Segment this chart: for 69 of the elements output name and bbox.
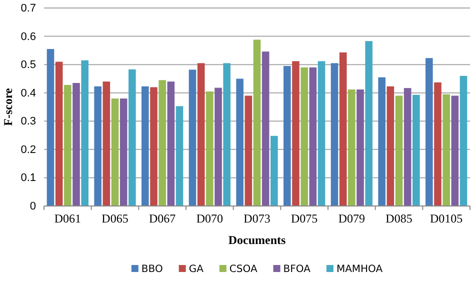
bar (300, 67, 308, 206)
x-tick-label: D067 (148, 212, 176, 226)
bar (64, 84, 72, 206)
bar (236, 78, 244, 206)
legend-label: BFOA (283, 264, 311, 275)
bar (339, 52, 347, 206)
legend-label: BBO (141, 264, 163, 275)
legend-label: MAMHOA (336, 264, 383, 275)
legend-label: GA (188, 264, 204, 275)
bar (81, 60, 88, 206)
bar (46, 49, 54, 206)
x-tick-label: D079 (338, 212, 366, 226)
bar (72, 82, 80, 206)
y-tick-label: 0.2 (20, 144, 36, 156)
x-tick-label: D073 (244, 212, 270, 226)
x-tick-label: D061 (54, 212, 82, 226)
x-tick-label: D070 (196, 212, 224, 226)
bar (292, 61, 300, 206)
bar (378, 77, 386, 206)
bar (318, 61, 326, 206)
bar (442, 94, 450, 206)
bar (244, 96, 252, 206)
bar (356, 89, 364, 206)
bar (412, 94, 420, 206)
y-tick-label: 0.6 (20, 30, 36, 43)
bar (128, 69, 136, 206)
bar (142, 86, 149, 206)
x-axis-title: Documents (228, 233, 286, 247)
x-tick-label: D0105 (430, 212, 463, 226)
bar (94, 86, 102, 206)
y-tick-label: 0.4 (20, 87, 36, 100)
y-tick-label: 0.7 (20, 2, 36, 15)
bar (460, 76, 468, 206)
bar (120, 98, 128, 206)
bar (158, 80, 166, 206)
bar (176, 106, 184, 206)
bar (262, 52, 270, 206)
bar (451, 96, 459, 206)
bar (188, 70, 196, 206)
y-tick-label: 0.1 (20, 172, 36, 184)
bar (197, 63, 205, 206)
bar (395, 96, 403, 206)
bar (111, 98, 119, 206)
x-tick-label: D075 (290, 212, 318, 226)
bar (206, 91, 214, 206)
bar (309, 67, 317, 206)
y-tick-label: 0.3 (20, 116, 36, 128)
bar (223, 63, 230, 206)
y-tick-label: 0.5 (20, 59, 36, 72)
bar (270, 136, 278, 206)
bar (102, 82, 110, 206)
bar (434, 82, 442, 206)
bar (386, 86, 394, 206)
bar (214, 88, 222, 206)
y-axis-title: F-score (1, 87, 15, 126)
bar (426, 58, 433, 206)
bar (167, 82, 175, 206)
bar (284, 66, 291, 206)
y-tick-label: 0 (30, 200, 36, 213)
bar (348, 89, 356, 206)
bar (404, 88, 412, 206)
x-tick-label: D065 (102, 212, 128, 226)
x-tick-label: D085 (386, 212, 412, 226)
bar (253, 40, 261, 206)
bar (330, 63, 338, 206)
bar (150, 87, 158, 206)
legend-label: CSOA (229, 264, 258, 275)
bar (365, 41, 372, 206)
bar (55, 62, 63, 206)
